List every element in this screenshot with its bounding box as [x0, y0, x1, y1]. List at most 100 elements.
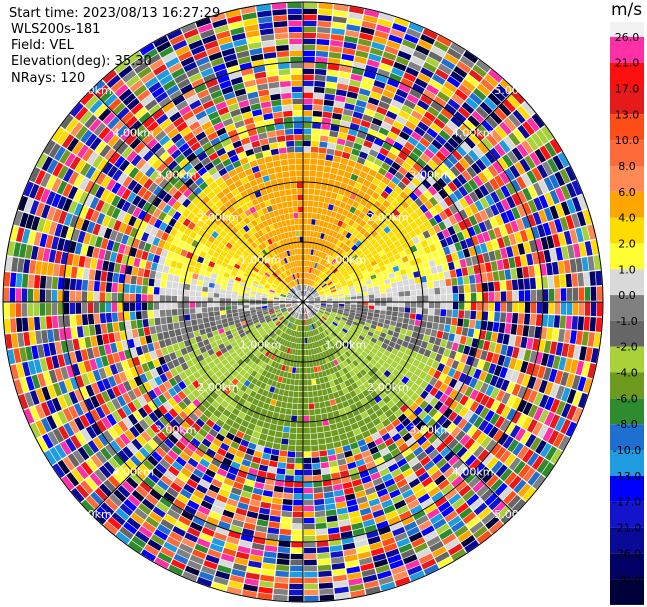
velocity-gate — [499, 486, 513, 501]
velocity-gate — [360, 82, 373, 91]
velocity-gate — [366, 102, 378, 112]
velocity-gate — [469, 319, 476, 329]
velocity-gate — [339, 278, 346, 283]
velocity-gate — [180, 362, 189, 371]
velocity-gate — [305, 307, 309, 313]
velocity-gate — [23, 332, 31, 346]
velocity-gate — [386, 345, 394, 353]
velocity-gate — [199, 237, 208, 245]
velocity-gate — [406, 94, 419, 105]
velocity-gate — [179, 371, 188, 381]
velocity-gate — [280, 325, 286, 331]
velocity-gate — [362, 291, 368, 296]
velocity-gate — [175, 440, 186, 451]
velocity-gate — [163, 401, 173, 412]
velocity-gate — [401, 489, 414, 499]
velocity-gate — [89, 196, 100, 210]
velocity-gate — [152, 506, 166, 518]
velocity-gate — [319, 319, 324, 324]
velocity-gate — [390, 447, 401, 457]
velocity-gate — [401, 394, 410, 403]
velocity-gate — [243, 326, 250, 332]
velocity-gate — [466, 516, 481, 529]
velocity-gate — [442, 125, 455, 137]
velocity-gate — [318, 340, 323, 347]
velocity-gate — [304, 589, 319, 596]
velocity-gate — [444, 324, 451, 333]
velocity-gate — [318, 311, 324, 315]
velocity-gate — [470, 283, 477, 293]
velocity-gate — [308, 298, 314, 301]
velocity-gate — [444, 103, 457, 115]
velocity-gate — [345, 333, 352, 340]
velocity-gate — [372, 417, 382, 426]
velocity-gate — [357, 38, 372, 47]
velocity-gate — [524, 290, 531, 302]
velocity-gate — [408, 278, 415, 285]
velocity-gate — [340, 268, 347, 274]
velocity-gate — [240, 278, 247, 284]
velocity-gate — [340, 530, 353, 539]
velocity-gate — [262, 562, 276, 570]
velocity-gate — [372, 282, 379, 287]
velocity-gate — [361, 311, 368, 316]
velocity-gate — [25, 214, 35, 229]
velocity-gate — [310, 267, 314, 274]
velocity-gate — [255, 380, 263, 387]
velocity-gate — [359, 368, 367, 376]
velocity-gate — [85, 208, 95, 221]
velocity-gate — [356, 304, 363, 308]
velocity-gate — [401, 376, 410, 385]
velocity-gate — [437, 479, 450, 491]
velocity-gate — [208, 428, 218, 438]
velocity-gate — [511, 346, 520, 359]
velocity-gate — [469, 377, 478, 389]
velocity-gate — [462, 511, 477, 525]
velocity-gate — [314, 225, 319, 232]
velocity-gate — [368, 466, 379, 475]
velocity-gate — [278, 413, 286, 420]
velocity-gate — [167, 207, 177, 217]
velocity-gate — [317, 264, 322, 270]
velocity-gate — [431, 139, 443, 150]
velocity-gate — [513, 460, 526, 475]
velocity-gate — [394, 156, 405, 166]
velocity-gate — [344, 297, 351, 300]
velocity-gate — [273, 299, 280, 301]
velocity-gate — [122, 417, 134, 429]
velocity-gate — [337, 207, 344, 215]
velocity-gate — [259, 433, 268, 441]
velocity-gate — [321, 283, 327, 288]
velocity-gate — [206, 369, 215, 378]
velocity-gate — [235, 276, 242, 282]
velocity-gate — [326, 148, 335, 156]
velocity-gate — [310, 439, 318, 446]
velocity-gate — [575, 360, 585, 376]
velocity-gate — [258, 270, 264, 276]
velocity-gate — [355, 539, 369, 548]
velocity-gate — [398, 333, 406, 341]
velocity-gate — [451, 317, 458, 326]
velocity-gate — [195, 261, 202, 269]
velocity-gate — [323, 221, 329, 228]
velocity-gate — [359, 376, 367, 384]
velocity-gate — [187, 499, 200, 510]
velocity-gate — [372, 403, 381, 412]
velocity-gate — [189, 290, 196, 297]
velocity-gate — [246, 566, 261, 574]
velocity-gate — [248, 467, 258, 476]
velocity-gate — [238, 425, 247, 433]
velocity-gate — [538, 409, 550, 424]
velocity-gate — [230, 328, 238, 334]
velocity-gate — [526, 337, 534, 350]
velocity-gate — [39, 289, 46, 302]
velocity-gate — [126, 236, 135, 247]
velocity-gate — [314, 299, 321, 301]
velocity-gate — [478, 419, 489, 432]
velocity-gate — [159, 287, 166, 295]
velocity-gate — [332, 345, 338, 352]
velocity-gate — [244, 310, 251, 315]
velocity-gate — [313, 283, 318, 288]
velocity-gate — [474, 200, 484, 212]
velocity-gate — [125, 265, 133, 275]
